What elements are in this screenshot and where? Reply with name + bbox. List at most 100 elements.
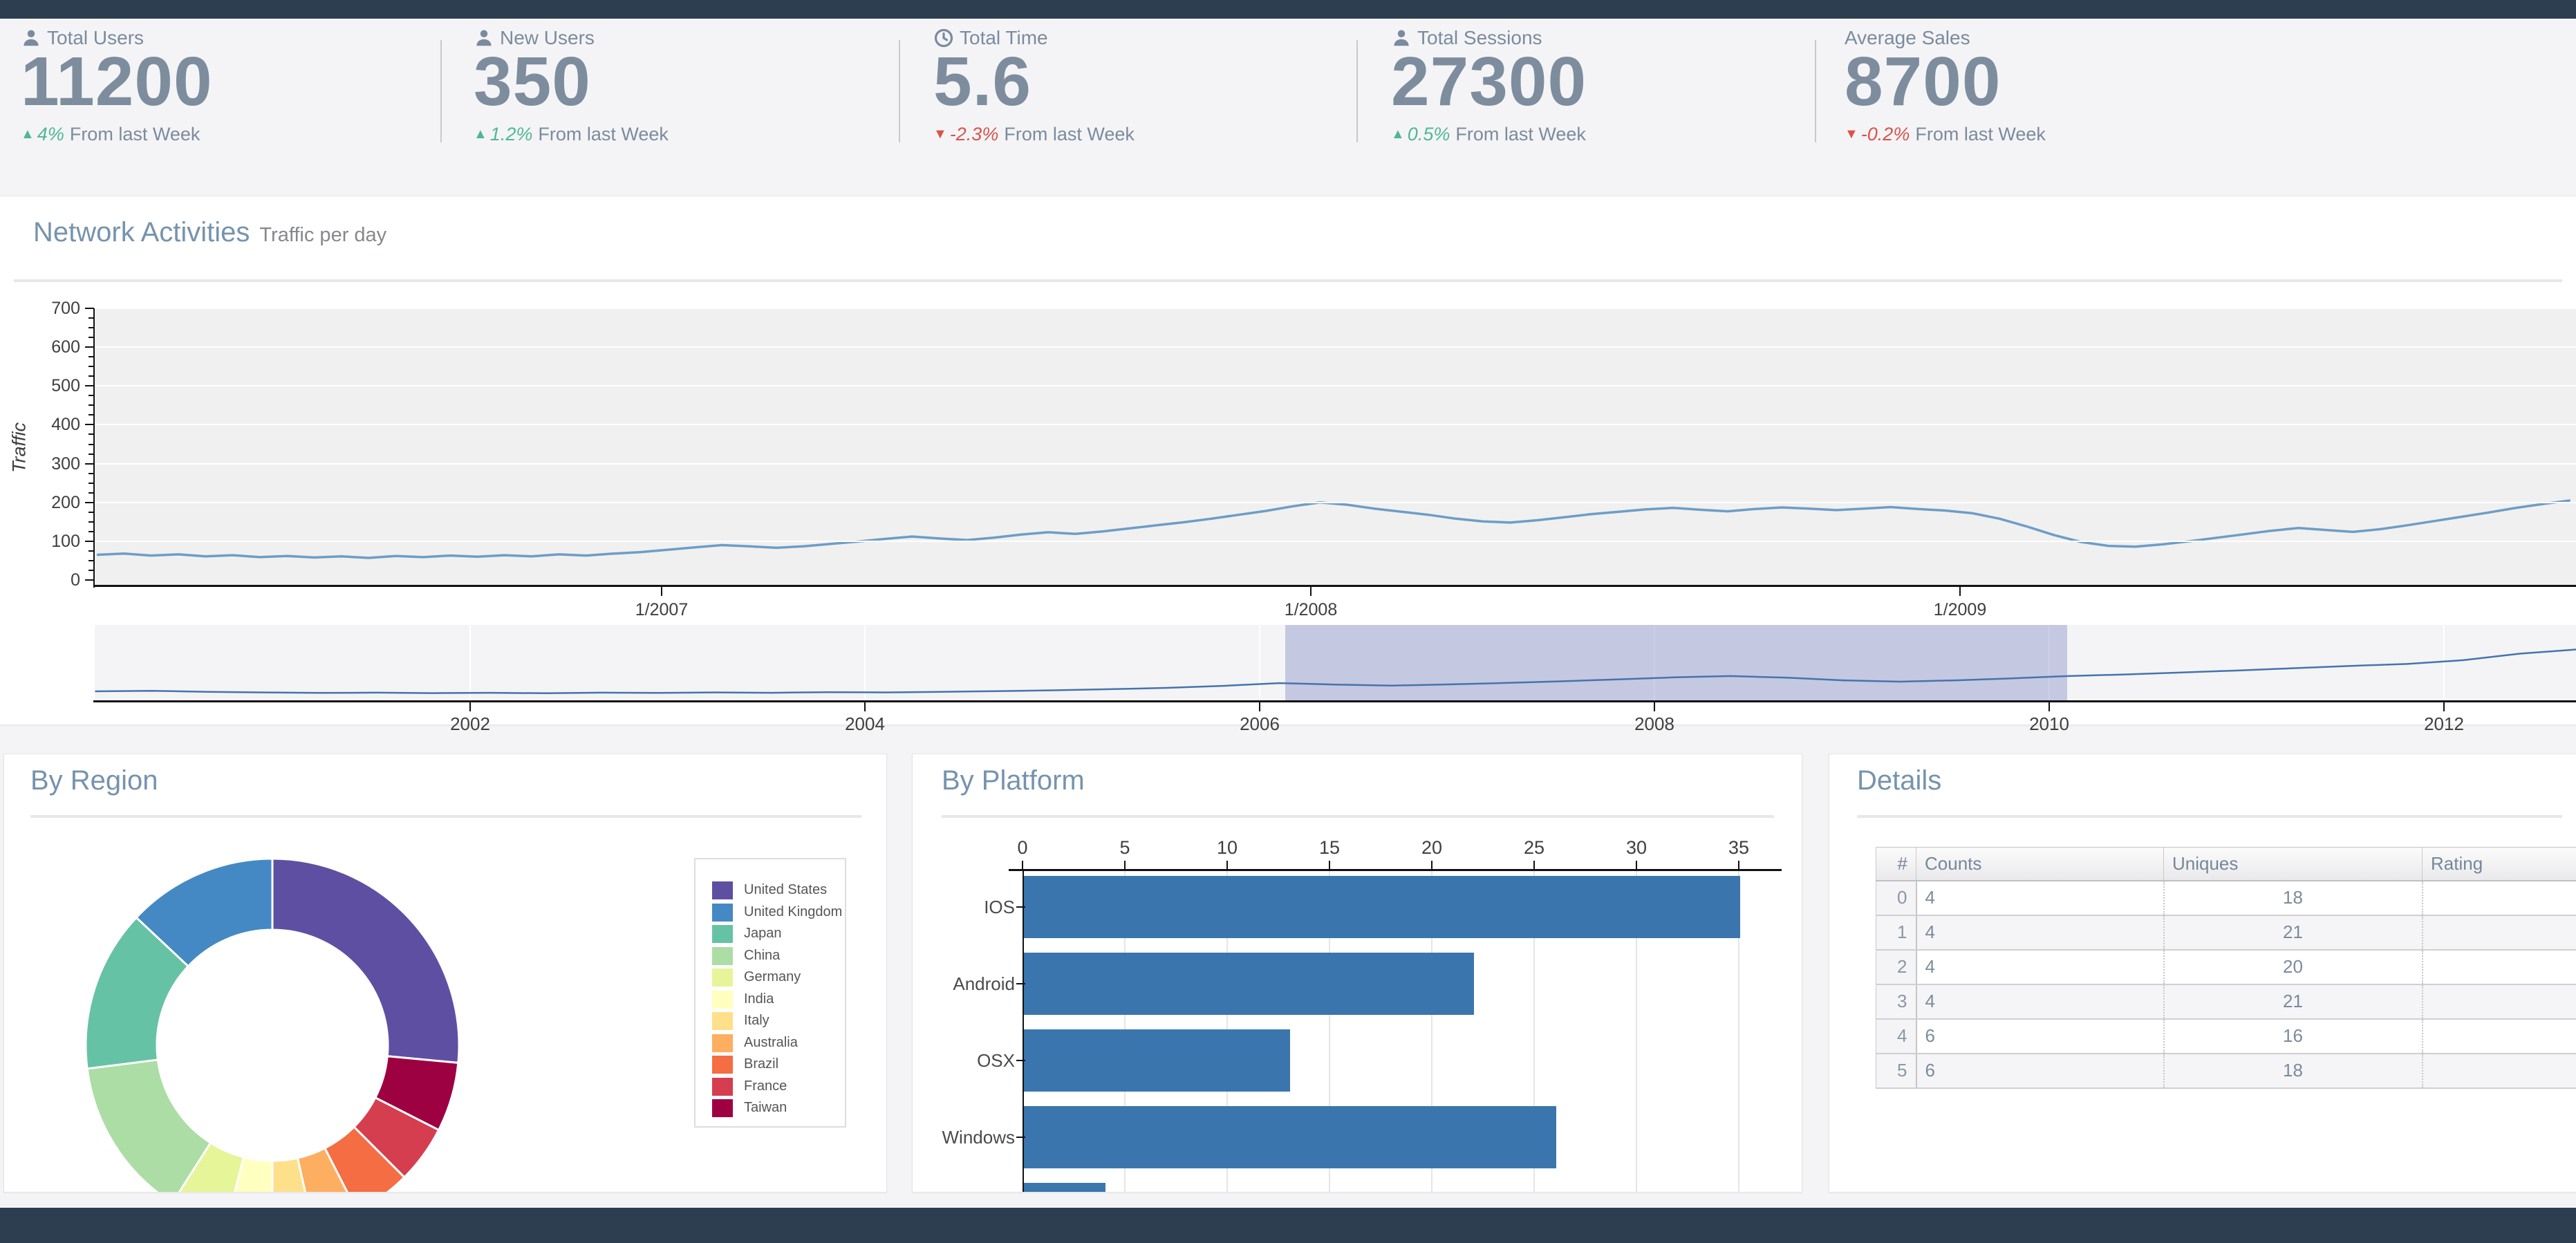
legend-item-taiwan[interactable]: Taiwan — [696, 1098, 845, 1119]
navigator-tick-label: 2002 — [450, 713, 490, 734]
by-region-card: By Region United States United Kingdom Jap… — [3, 754, 887, 1193]
legend-item-japan[interactable]: Japan — [696, 924, 845, 944]
legend-swatch — [712, 990, 733, 1009]
legend-swatch — [712, 881, 733, 899]
legend-item-china[interactable]: China — [696, 946, 845, 966]
stat-value: 8700 — [1845, 43, 2001, 120]
gridline — [95, 501, 2576, 503]
platform-axis-tick-label: 0 — [1017, 837, 1028, 858]
legend-label: United States — [744, 882, 828, 897]
stat-delta-note: From last Week — [1915, 124, 2046, 144]
stat-value: 350 — [474, 43, 591, 120]
platform-axis-tick — [1022, 861, 1023, 869]
donut-slice-italy[interactable] — [271, 1157, 313, 1193]
card-divider — [30, 815, 861, 818]
stat-delta-note: From last Week — [69, 124, 200, 144]
platform-axis-tick — [1738, 861, 1739, 869]
platform-bar-android — [1024, 953, 1475, 1015]
gridline — [2048, 625, 2050, 700]
table-cell: 18 — [2163, 880, 2423, 916]
stat-label-text: Total Time — [960, 27, 1048, 48]
trend-up-icon: ▲ — [21, 127, 35, 142]
table-cell: 21 — [2163, 915, 2423, 951]
table-cell: 1 — [1876, 915, 1917, 951]
legend-label: Italy — [744, 1013, 769, 1028]
legend-swatch — [712, 903, 733, 922]
y-axis-minor-tick — [88, 327, 94, 329]
stat-delta-pct: -2.3% — [949, 124, 999, 144]
range-selection[interactable] — [1285, 625, 2067, 700]
y-axis-minor-tick — [88, 337, 94, 339]
x-axis-tick-label: 1/2008 — [1284, 600, 1338, 619]
platform-category-label: Windows — [942, 1127, 1015, 1148]
x-axis-tick-label: 1/2007 — [635, 600, 689, 619]
legend-label: India — [744, 991, 774, 1007]
y-axis-minor-tick — [88, 482, 94, 484]
legend-swatch — [712, 1099, 733, 1117]
platform-axis-tick — [1636, 861, 1637, 869]
y-axis-tick-label: 500 — [51, 376, 80, 396]
legend-swatch — [712, 1012, 733, 1030]
y-axis-minor-tick — [88, 472, 94, 474]
legend-swatch — [712, 1056, 733, 1074]
y-axis-minor-tick — [88, 395, 94, 397]
donut-slice-germany[interactable] — [172, 1141, 245, 1193]
legend-label: Australia — [744, 1034, 798, 1050]
platform-bar-windows — [1024, 1106, 1556, 1168]
platform-category-tick — [1016, 1137, 1025, 1138]
gridline — [95, 462, 2576, 465]
stat-label-text: Total Sessions — [1417, 27, 1542, 48]
legend-item-france[interactable]: France — [696, 1076, 845, 1097]
stat-label-text: Total Users — [47, 27, 144, 48]
y-axis-minor-tick — [88, 317, 94, 319]
legend-swatch — [712, 1077, 733, 1096]
by-platform-card: By Platform 0 5 10 15 20 25 30 35 IOS Android OSX W… — [912, 754, 1802, 1193]
table-cell: 2 — [1876, 949, 1917, 985]
donut-slice-united-states[interactable] — [271, 857, 460, 1065]
navigator-tick — [2048, 702, 2050, 711]
stat-delta: ▼ -2.3% From last Week — [933, 124, 1135, 145]
stat-delta-note: From last Week — [1004, 124, 1135, 144]
legend-item-italy[interactable]: Italy — [696, 1011, 845, 1031]
platform-axis-tick-label: 15 — [1318, 837, 1341, 858]
donut-slice-united-kingdom[interactable] — [135, 857, 274, 968]
legend-item-brazil[interactable]: Brazil — [696, 1054, 845, 1075]
donut-slice-china[interactable] — [86, 1058, 212, 1193]
region-donut-chart — [84, 857, 460, 1193]
y-axis-tick-label: 300 — [51, 454, 80, 474]
table-cell: 4 — [1916, 949, 2164, 985]
legend-item-india[interactable]: India — [696, 989, 845, 1010]
platform-axis-tick — [1226, 861, 1228, 869]
legend-item-australia[interactable]: Australia — [696, 1033, 845, 1054]
table-cell: 4 — [1916, 984, 2164, 1020]
donut-slice-brazil[interactable] — [323, 1125, 407, 1193]
gridline — [95, 424, 2576, 426]
legend-item-united-states[interactable]: United States — [696, 880, 845, 901]
y-axis-tick — [85, 579, 94, 581]
platform-bar-extra — [1024, 1183, 1106, 1192]
gridline — [1259, 625, 1260, 700]
column-header-counts: Counts — [1916, 847, 2164, 881]
legend-swatch — [712, 946, 733, 965]
navigator-tick — [864, 702, 866, 711]
by-platform-title: By Platform — [942, 765, 1085, 796]
y-axis-minor-tick — [88, 550, 94, 552]
by-region-title: By Region — [30, 765, 158, 796]
table-row: 2 4 20 — [1876, 949, 2576, 985]
range-navigator[interactable] — [95, 625, 2576, 700]
stat-delta: ▲ 4% From last Week — [21, 124, 200, 145]
card-divider — [942, 815, 1774, 818]
table-cell — [2421, 880, 2576, 916]
legend-item-united-kingdom[interactable]: United Kingdom — [696, 902, 845, 923]
legend-item-germany[interactable]: Germany — [696, 967, 845, 988]
y-axis-minor-tick — [88, 414, 94, 416]
platform-category-label: OSX — [977, 1050, 1015, 1071]
table-cell — [2421, 1053, 2576, 1089]
trend-up-icon: ▲ — [474, 127, 487, 142]
donut-slice-australia[interactable] — [296, 1146, 357, 1193]
stat-delta-note: From last Week — [538, 124, 669, 144]
gridline — [1738, 871, 1739, 1192]
stat-value: 5.6 — [933, 43, 1032, 120]
y-axis-tick-label: 0 — [71, 570, 80, 590]
details-table: # Counts Uniques Rating 0 4 18 1 4 21 2 4 20 3 4 21… — [1876, 847, 2576, 1089]
